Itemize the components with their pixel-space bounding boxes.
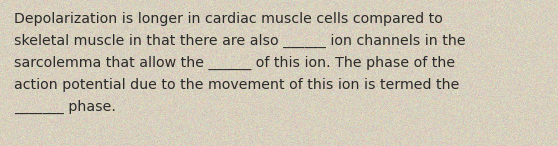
Text: Depolarization is longer in cardiac muscle cells compared to: Depolarization is longer in cardiac musc… <box>14 12 443 26</box>
Text: _______ phase.: _______ phase. <box>14 100 116 114</box>
Text: skeletal muscle in that there are also ______ ion channels in the: skeletal muscle in that there are also _… <box>14 34 465 48</box>
Text: action potential due to the movement of this ion is termed the: action potential due to the movement of … <box>14 78 459 92</box>
Text: sarcolemma that allow the ______ of this ion. The phase of the: sarcolemma that allow the ______ of this… <box>14 56 455 70</box>
